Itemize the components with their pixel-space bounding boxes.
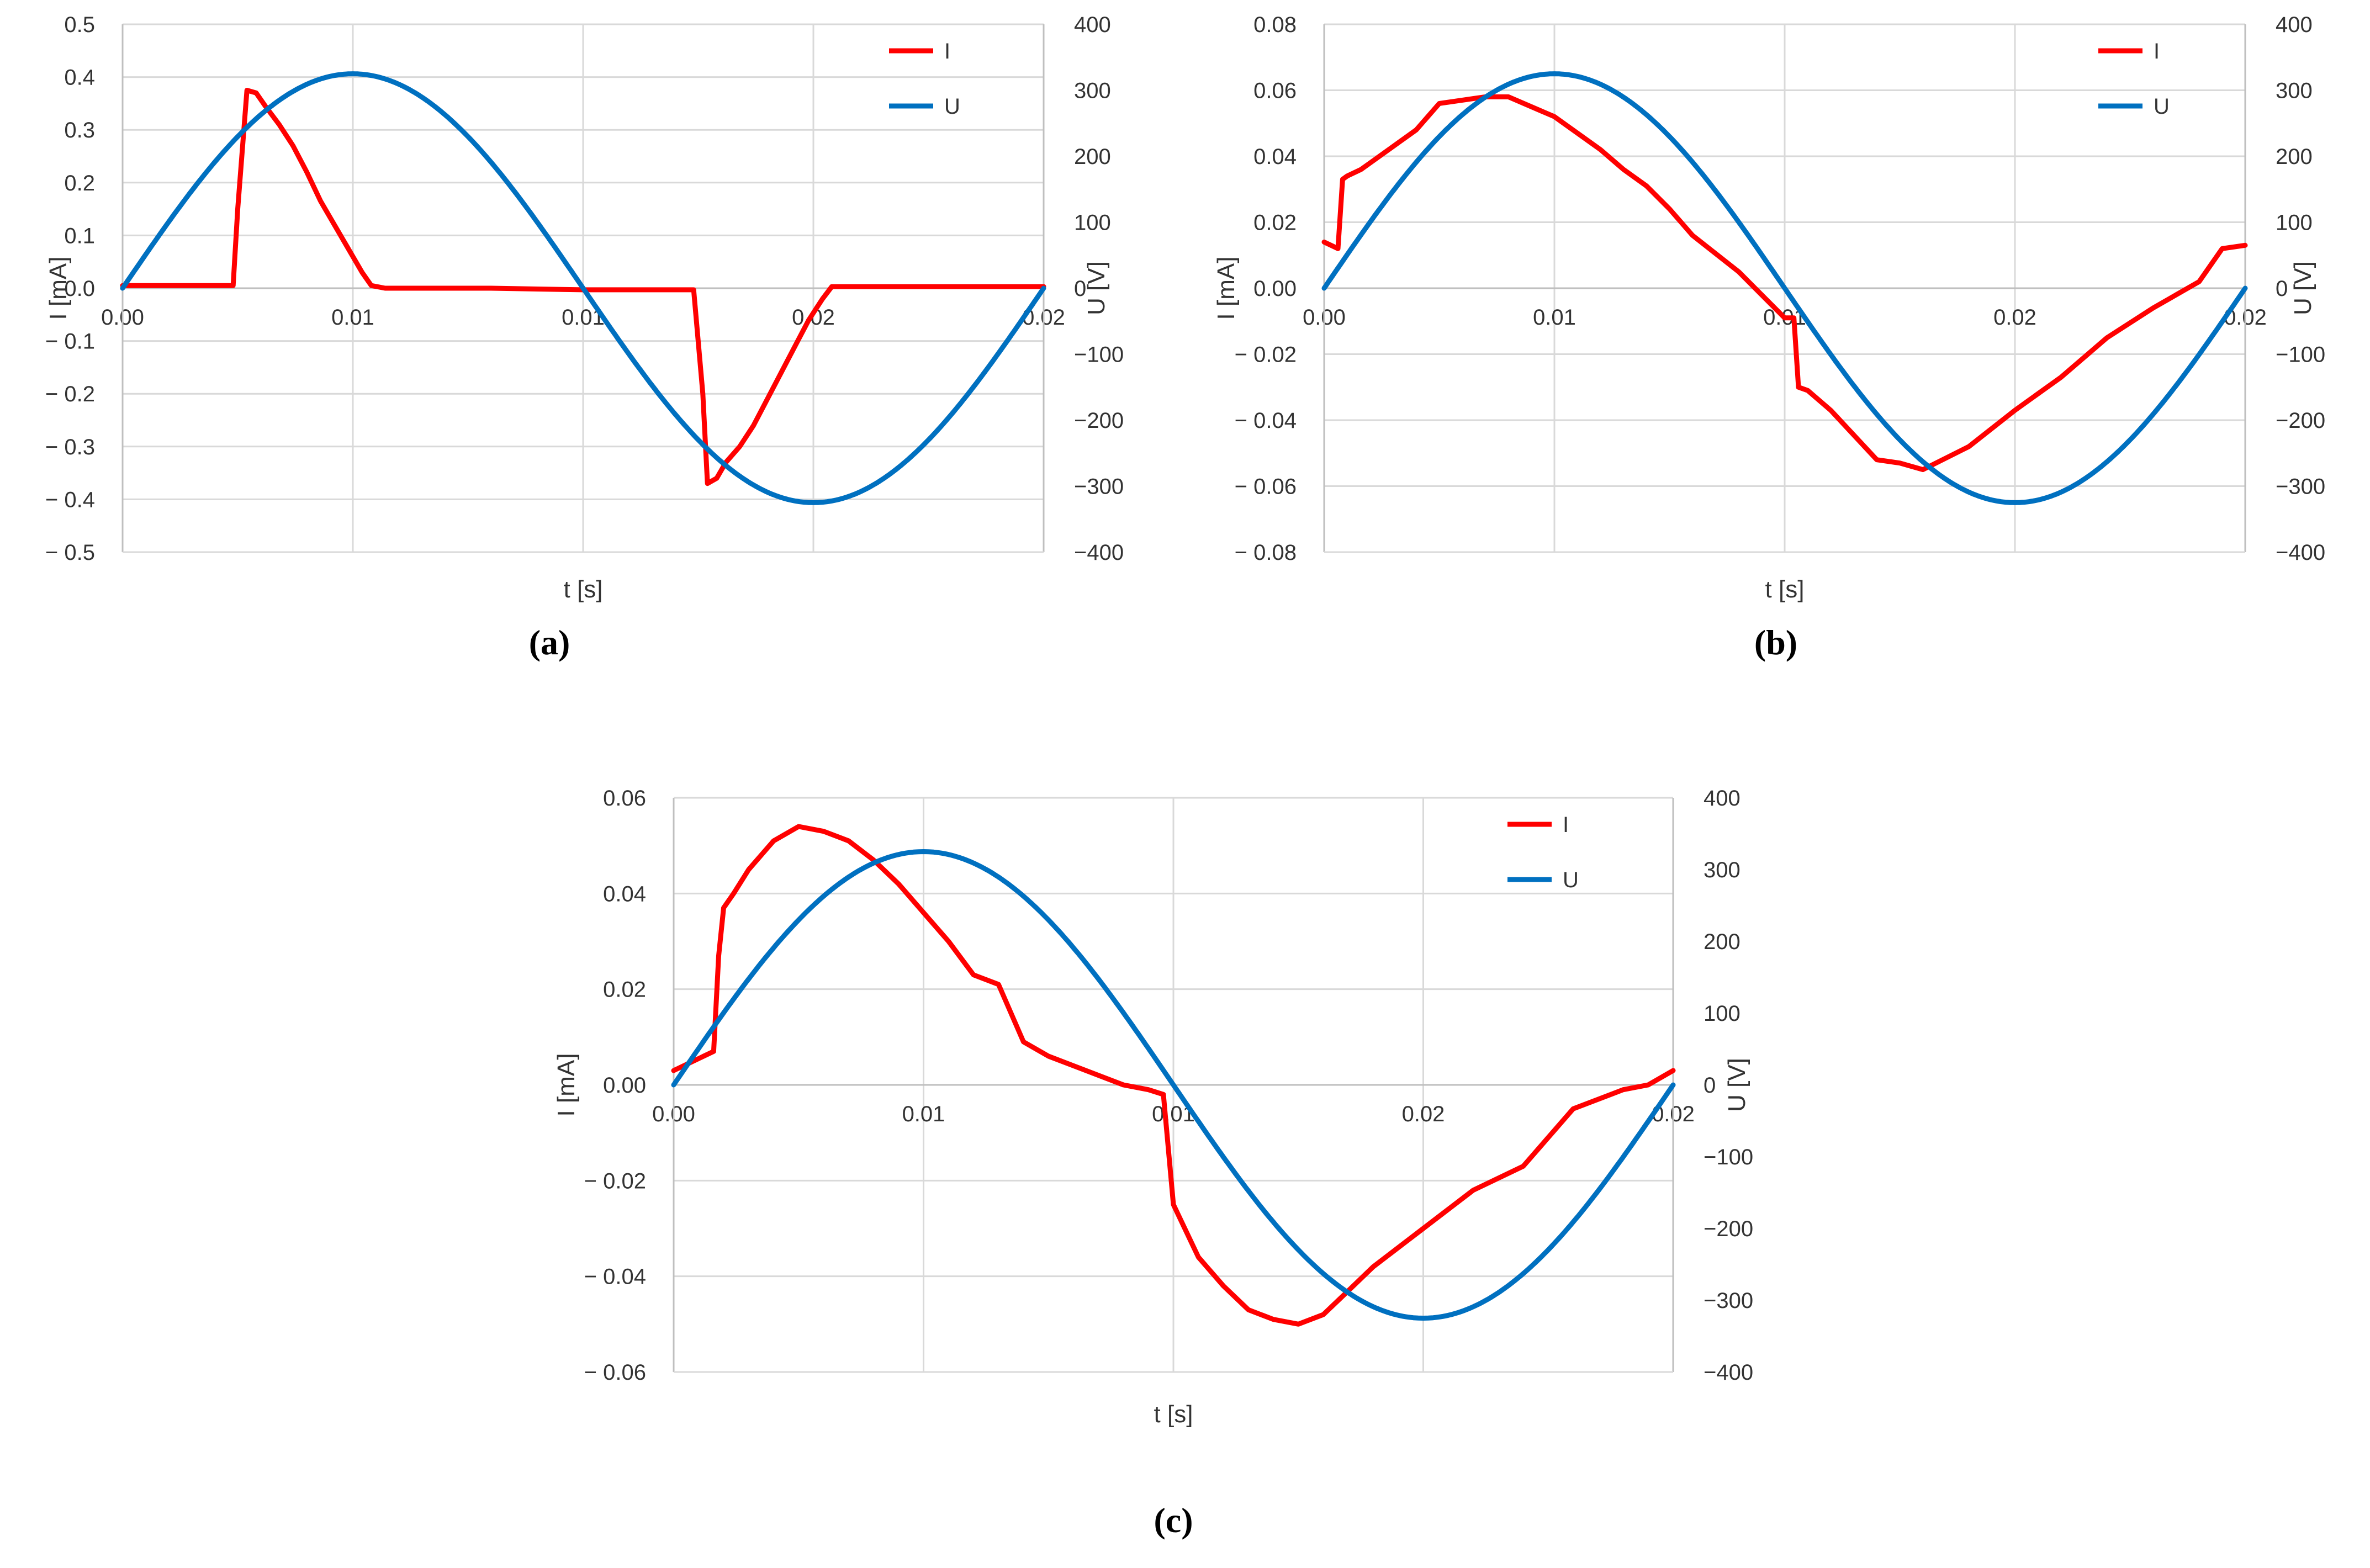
y-right-tick-label: −200 (2276, 409, 2325, 433)
y-left-tick-label: 0.4 (64, 66, 95, 90)
panel-label: (a) (529, 623, 570, 662)
y-right-tick-label: −100 (1074, 343, 1124, 367)
x-axis-title: t [s] (1765, 576, 1805, 603)
legend-label-I: I (2154, 39, 2160, 63)
y-left-axis-title: I [mA] (553, 1053, 580, 1117)
y-right-tick-label: −200 (1704, 1217, 1753, 1241)
y-left-tick-label: − 0.4 (45, 488, 95, 512)
y-left-tick-label: 0.06 (603, 786, 646, 811)
y-left-tick-label: 0.06 (1253, 79, 1297, 103)
y-right-axis-title: U [V] (1723, 1058, 1750, 1112)
y-right-tick-label: −400 (1074, 541, 1124, 565)
panel-label: (b) (1754, 623, 1797, 662)
y-right-tick-label: 0 (1704, 1073, 1716, 1098)
x-tick-label: 0.02 (1993, 305, 2036, 330)
y-right-tick-label: 100 (2276, 211, 2313, 235)
chart-panel-b: 0.08 0.06 0.04 0.02 0.00 − 0.02 − 0.04 − 0.06 − … (1213, 13, 2325, 662)
x-tick-label: 0.02 (1402, 1102, 1445, 1126)
x-tick-label: 0.01 (331, 305, 374, 330)
y-left-tick-label: − 0.06 (1235, 475, 1297, 499)
y-right-tick-label: 400 (1704, 786, 1741, 811)
y-left-tick-label: − 0.08 (1235, 541, 1297, 565)
legend-label-U: U (2154, 94, 2170, 119)
y-right-tick-label: −400 (1704, 1360, 1753, 1385)
y-right-axis-title: U [V] (1083, 261, 1110, 315)
y-left-axis-title: I [mA] (45, 257, 72, 320)
y-right-tick-label: −300 (2276, 475, 2325, 499)
y-left-tick-label: − 0.3 (45, 435, 95, 459)
legend-label-I: I (944, 39, 950, 63)
y-right-tick-label: −100 (2276, 343, 2325, 367)
x-axis-title: t [s] (564, 576, 603, 603)
y-left-tick-label: 0.1 (64, 224, 95, 248)
y-left-tick-label: 0.04 (1253, 145, 1297, 169)
chart-panel-c: 0.06 0.04 0.02 0.00 − 0.02 − 0.04 − 0.06 400 300… (553, 786, 1753, 1540)
series-I-line (1321, 94, 2248, 473)
series-U-line (1321, 71, 2248, 505)
y-left-tick-label: − 0.1 (45, 330, 95, 354)
y-left-tick-label: − 0.06 (584, 1360, 646, 1385)
y-right-tick-label: 100 (1074, 211, 1111, 235)
y-left-tick-label: 0.04 (603, 882, 646, 906)
y-left-tick-label: − 0.2 (45, 382, 95, 406)
y-left-tick-label: 0.00 (1253, 277, 1297, 301)
y-left-tick-label: 0.00 (603, 1073, 646, 1098)
x-tick-label: 0.01 (902, 1102, 945, 1126)
y-right-tick-label: −100 (1704, 1145, 1753, 1169)
y-right-tick-label: 300 (2276, 79, 2313, 103)
x-tick-label: 0.01 (1533, 305, 1576, 330)
series-U-line (120, 71, 1046, 505)
y-left-tick-label: − 0.5 (45, 541, 95, 565)
y-right-tick-label: 0 (2276, 277, 2288, 301)
series-I-line (671, 824, 1676, 1327)
y-left-tick-label: − 0.02 (584, 1169, 646, 1193)
legend-label-U: U (944, 94, 960, 119)
y-right-tick-label: −200 (1074, 409, 1124, 433)
y-left-tick-label: 0.08 (1253, 13, 1297, 37)
y-right-tick-label: 300 (1704, 858, 1741, 882)
y-right-tick-label: −400 (2276, 541, 2325, 565)
panel-label: (c) (1154, 1501, 1193, 1540)
y-left-tick-label: − 0.04 (584, 1265, 646, 1289)
y-left-tick-label: − 0.02 (1235, 343, 1297, 367)
y-left-axis-title: I [mA] (1213, 257, 1240, 320)
chart-panel-a: 0.5 0.4 0.3 0.2 0.1 0.0 − 0.1 − 0.2 − 0.3 − 0.4 − … (45, 13, 1124, 662)
legend-label-U: U (1563, 868, 1579, 892)
y-right-tick-label: 300 (1074, 79, 1111, 103)
y-left-tick-label: 0.5 (64, 13, 95, 37)
y-right-tick-label: 200 (1074, 145, 1111, 169)
legend-label-I: I (1563, 813, 1569, 837)
y-right-tick-label: 200 (2276, 145, 2313, 169)
y-right-tick-label: 0 (1074, 277, 1086, 301)
y-right-tick-label: −300 (1074, 475, 1124, 499)
y-left-tick-label: 0.2 (64, 171, 95, 195)
series-U-line (671, 849, 1676, 1321)
y-right-tick-label: 200 (1704, 930, 1741, 954)
y-left-tick-label: 0.02 (603, 978, 646, 1002)
y-right-tick-label: 400 (2276, 13, 2313, 37)
y-left-tick-label: 0.0 (64, 277, 95, 301)
y-right-tick-label: 100 (1704, 1002, 1741, 1026)
y-right-tick-label: 400 (1074, 13, 1111, 37)
y-left-tick-label: − 0.04 (1235, 409, 1297, 433)
y-right-axis-title: U [V] (2289, 261, 2316, 315)
x-axis-title: t [s] (1154, 1401, 1193, 1428)
y-left-tick-label: 0.3 (64, 118, 95, 142)
y-left-tick-label: 0.02 (1253, 211, 1297, 235)
y-right-tick-label: −300 (1704, 1289, 1753, 1313)
